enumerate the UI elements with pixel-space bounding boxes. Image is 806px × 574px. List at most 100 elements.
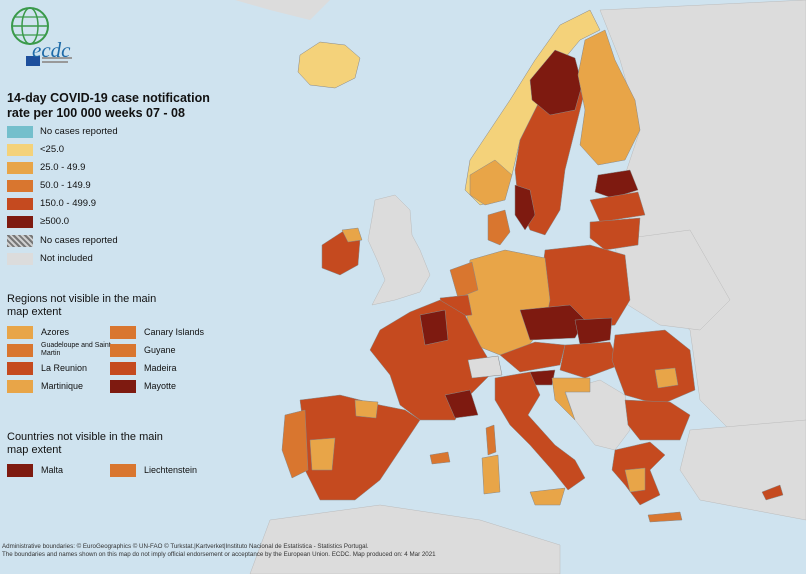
latvia [589, 191, 646, 223]
region-label: La Reunion [41, 363, 88, 373]
legend-item: <25.0 [7, 143, 64, 156]
italy [494, 371, 586, 491]
country-item: Liechtenstein [110, 463, 197, 477]
portugal [281, 409, 309, 479]
legend-label: No cases reported [40, 235, 118, 246]
region-swatch [110, 361, 136, 375]
legend-item: 50.0 - 149.9 [7, 179, 91, 192]
map-title: 14-day COVID-19 case notification rate p… [7, 91, 210, 120]
netherlands [449, 261, 479, 299]
lithuania [589, 217, 641, 251]
region-item: Canary Islands [110, 325, 214, 339]
spain-center [309, 437, 336, 471]
legend-item: 25.0 - 49.9 [7, 161, 85, 174]
region-swatch [7, 361, 33, 375]
austria [499, 341, 566, 373]
region-item: Azores [7, 325, 111, 339]
sardinia [481, 454, 501, 495]
region-label: Madeira [144, 363, 177, 373]
ecdc-logo-text: ecdc [32, 38, 71, 62]
legend-item: 150.0 - 499.9 [7, 197, 96, 210]
region-label: Martinique [41, 381, 84, 391]
legend-label: 150.0 - 499.9 [40, 198, 96, 209]
region-swatch [110, 379, 136, 393]
footer-line-2: The boundaries and names shown on this m… [2, 551, 436, 558]
legend-swatch [7, 143, 33, 156]
country-swatch [7, 463, 33, 477]
corsica [485, 424, 497, 456]
countries-title: Countries not visible in the main map ex… [7, 431, 163, 456]
balkans-non-eu [564, 379, 631, 451]
legend-label: ≥500.0 [40, 216, 69, 227]
legend-label: <25.0 [40, 144, 65, 155]
legend-label: 25.0 - 49.9 [40, 162, 86, 173]
croatia [551, 377, 591, 421]
legend-label: 50.0 - 149.9 [40, 180, 91, 191]
legend-panel: ecdc 14-day COVID-19 case notification r… [0, 0, 235, 540]
iceland [297, 41, 361, 89]
region-item: Guadeloupe and Saint Martin [7, 342, 111, 357]
region-swatch [7, 343, 33, 357]
turkey-land [679, 419, 806, 521]
legend-label: Not included [40, 253, 93, 264]
region-swatch [110, 325, 136, 339]
cyprus [761, 484, 784, 501]
legend-label: No cases reported [40, 126, 118, 137]
legend-swatch [7, 252, 33, 265]
romania [611, 329, 696, 406]
country-item: Malta [7, 463, 63, 477]
legend-item: ≥500.0 [7, 215, 69, 228]
norway-south [469, 159, 513, 206]
spain-north [354, 399, 379, 419]
denmark [487, 209, 511, 246]
legend-swatch [7, 234, 33, 247]
northern-ireland [341, 227, 363, 243]
sweden-north [529, 49, 583, 116]
region-item: Martinique [7, 379, 111, 393]
legend-item: No cases reported [7, 234, 118, 247]
region-item: La Reunion [7, 361, 111, 375]
greece-south [624, 467, 646, 493]
country-swatch [110, 463, 136, 477]
greenland-coast [235, 0, 330, 20]
sweden-south [514, 184, 536, 231]
legend-item: No cases reported [7, 125, 118, 138]
legend-swatch [7, 179, 33, 192]
country-label: Liechtenstein [144, 465, 198, 475]
switzerland [467, 355, 503, 379]
romania-center [654, 367, 679, 389]
legend-swatch [7, 161, 33, 174]
slovakia [574, 317, 613, 346]
region-swatch [7, 325, 33, 339]
country-label: Malta [41, 465, 64, 475]
region-label: Guyane [144, 345, 176, 355]
legend-swatch [7, 215, 33, 228]
north-africa-land [249, 504, 561, 574]
region-item: Madeira [110, 361, 214, 375]
globe-icon [11, 7, 72, 66]
region-label: Azores [41, 327, 70, 337]
ecdc-logo: ecdc [6, 6, 86, 72]
region-label: Guadeloupe and Saint Martin [41, 342, 111, 357]
bulgaria [624, 399, 691, 441]
sicily [529, 487, 566, 506]
uk-land [367, 194, 431, 306]
balearic-islands [429, 451, 451, 465]
region-item: Guyane [110, 343, 214, 357]
region-label: Canary Islands [144, 327, 205, 337]
legend-item: Not included [7, 252, 93, 265]
france-southeast [444, 389, 479, 419]
finland [577, 29, 641, 166]
legend-swatch [7, 125, 33, 138]
footer-line-1: Administrative boundaries: © EuroGeograp… [2, 543, 369, 550]
hungary [559, 341, 621, 379]
map-footer: Administrative boundaries: © EuroGeograp… [2, 543, 802, 559]
region-item: Mayotte [110, 379, 214, 393]
france-northeast [419, 309, 449, 346]
crete [647, 511, 683, 523]
region-swatch [7, 379, 33, 393]
region-label: Mayotte [144, 381, 177, 391]
regions-title: Regions not visible in the main map exte… [7, 293, 157, 318]
legend-swatch [7, 197, 33, 210]
